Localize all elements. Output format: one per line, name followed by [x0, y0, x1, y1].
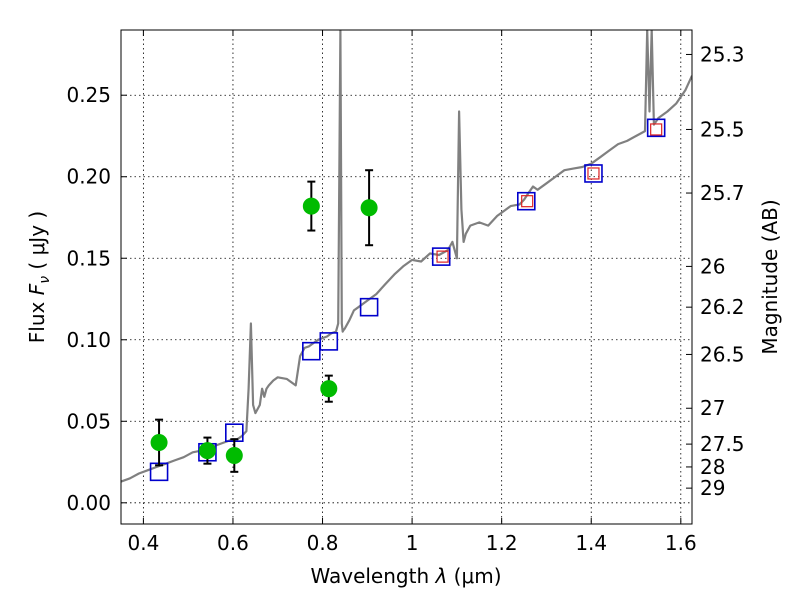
x-tick-label: 0.4: [127, 531, 159, 555]
y2-tick-label: 27: [700, 396, 725, 420]
observed-photometry-point: [302, 197, 320, 215]
y-tick-label: 0.15: [66, 246, 111, 270]
y2-tick-label: 25.5: [700, 117, 745, 141]
x-tick-label: 0.6: [217, 531, 249, 555]
axis-ticks: 0.4 0.6 0.8 1 1.2 1.4 1.6 0.00 0.05 0.10 0.15 0.20 0…: [66, 30, 745, 555]
model-photometry-square: [431, 247, 451, 266]
observed-photometry-point: [360, 199, 378, 217]
model-photometry-square: [302, 341, 321, 361]
model-photometry-square: [584, 164, 603, 183]
observed-photometry-point: [150, 433, 168, 451]
x-tick-label: 1.6: [665, 531, 697, 555]
sed-model-line: [121, 30, 692, 483]
x-tick-label: 1: [406, 531, 419, 555]
inner-photometry-square: [587, 167, 600, 180]
y2-tick-label: 28: [700, 455, 725, 479]
sed-line-layer: [121, 30, 692, 483]
model-photometry-square: [516, 191, 536, 211]
y2-tick-label: 26.5: [700, 342, 745, 366]
y2-tick-label: 26.2: [700, 295, 745, 319]
observed-photometry-point: [198, 442, 216, 460]
x-axis-label: Wavelength λ (μm): [310, 564, 501, 588]
x-tick-label: 1.4: [575, 531, 607, 555]
grid-lines: [121, 30, 692, 524]
y2-axis-label: Magnitude (AB): [758, 199, 782, 354]
y-tick-label: 0.25: [66, 83, 111, 107]
y-tick-label: 0.00: [66, 491, 111, 515]
x-tick-label: 0.8: [307, 531, 339, 555]
y2-tick-label: 27.5: [700, 432, 745, 456]
y-axis-label: Flux Fν ( μJy ): [25, 211, 53, 343]
marker-layer: [149, 118, 666, 482]
observed-photometry-point: [320, 380, 338, 398]
observed-photometry-point: [225, 447, 243, 465]
y2-tick-label: 26: [700, 254, 725, 278]
inner-photometry-square: [650, 123, 663, 136]
y-tick-label: 0.10: [66, 328, 111, 352]
y-tick-label: 0.05: [66, 409, 111, 433]
inner-photometry-square: [521, 195, 534, 208]
y-tick-label: 0.20: [66, 165, 111, 189]
model-photometry-square: [359, 297, 379, 317]
y2-tick-label: 25.7: [700, 181, 745, 205]
inner-photometry-square: [436, 250, 449, 263]
x-tick-label: 1.2: [486, 531, 518, 555]
y2-tick-label: 29: [700, 476, 725, 500]
y2-tick-label: 25.3: [700, 42, 745, 66]
model-photometry-square: [646, 118, 666, 138]
model-photometry-square: [319, 332, 339, 351]
plot-frame: [120, 29, 693, 525]
